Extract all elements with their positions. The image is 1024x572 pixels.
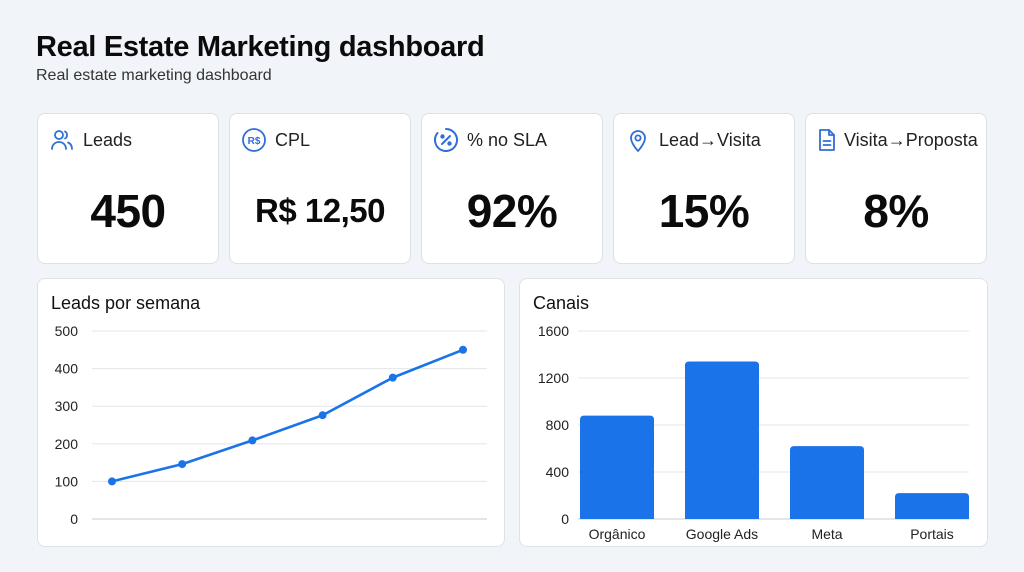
channels-chart: Canais 0 400 800 1200 1600 Orgânico Google Ads… [519,278,988,547]
line-series [111,348,464,483]
y-tick-label: 300 [55,398,79,414]
svg-text:R$: R$ [248,136,261,147]
bar-chart-plot: 0 400 800 1200 1600 Orgânico Google Ads Meta Por… [538,323,969,542]
data-point[interactable] [248,436,257,445]
y-tick-label: 400 [546,464,570,480]
document-icon [814,127,840,153]
data-point[interactable] [459,345,467,354]
kpi-label: Leads [83,129,133,150]
kpi-card-sla: % no SLA 92% [421,113,603,264]
x-tick-label: Portais [910,526,954,542]
y-tick-label: 800 [546,417,570,433]
percent-circle-icon [433,127,459,153]
y-tick-label: 0 [561,511,569,527]
kpi-card-cpl: R$ CPL R$ 12,50 [229,113,411,264]
y-tick-label: 1600 [538,323,569,339]
leads-per-week-chart: Leads por semana 0 100 200 300 400 500 [37,278,505,547]
bar[interactable] [790,446,864,519]
kpi-label: % no SLA [467,129,548,150]
kpi-value: 450 [90,185,166,237]
bar[interactable] [895,493,969,519]
bar[interactable] [685,361,759,519]
kpi-label: CPL [275,129,311,150]
kpi-card-leads: Leads 450 [37,113,219,264]
page-subtitle: Real estate marketing dashboard [36,67,272,84]
data-point[interactable] [108,477,116,486]
x-tick-label: Meta [811,526,842,542]
map-pin-icon [625,127,651,153]
currency-brl-icon: R$ [241,127,267,153]
chart-title: Canais [533,293,590,313]
line-chart-plot: 0 100 200 300 400 500 [55,323,487,527]
kpi-card-visita-proposta: Visita→Proposta 8% [805,113,987,264]
kpi-value: 8% [863,185,929,237]
y-tick-label: 100 [55,473,79,489]
data-point[interactable] [178,460,187,469]
y-tick-label: 200 [55,436,79,452]
y-tick-label: 1200 [538,370,569,386]
kpi-card-lead-visita: Lead→Visita 15% [613,113,795,264]
page-header: Real Estate Marketing dashboard Real est… [36,30,485,86]
y-tick-label: 0 [70,511,78,527]
bar[interactable] [580,415,654,519]
x-tick-label: Orgânico [589,526,646,542]
kpi-value: R$ 12,50 [255,192,385,229]
chart-title: Leads por semana [51,293,201,313]
users-icon [49,127,75,153]
kpi-label: Lead→Visita [659,129,761,150]
data-point[interactable] [318,411,327,420]
kpi-label: Visita→Proposta [844,129,978,150]
x-tick-label: Google Ads [686,526,758,542]
kpi-value: 15% [658,185,750,237]
y-tick-label: 500 [55,323,79,339]
data-point[interactable] [388,373,397,382]
page-title: Real Estate Marketing dashboard [36,31,485,63]
y-tick-label: 400 [55,361,79,377]
kpi-value: 92% [466,185,558,237]
